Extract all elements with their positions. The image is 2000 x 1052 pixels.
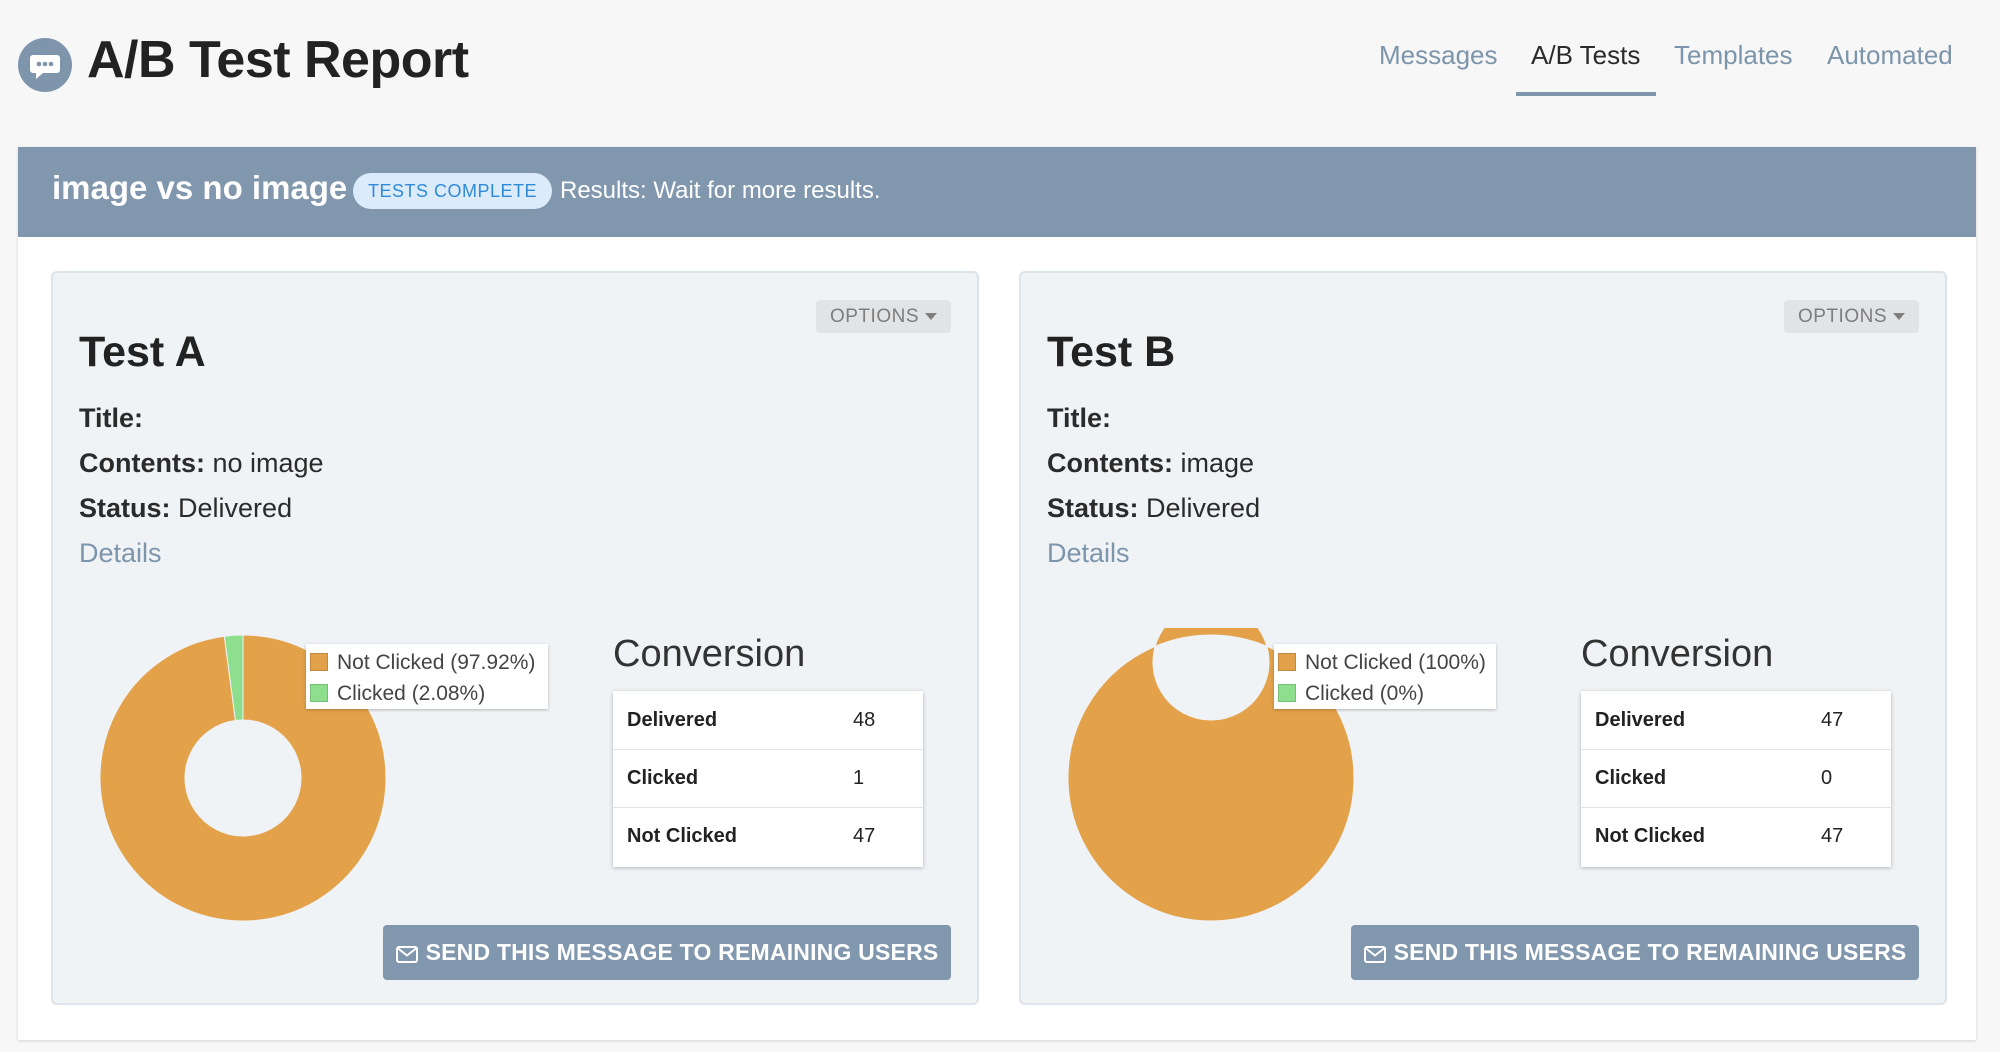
contents-label: Contents: bbox=[1047, 448, 1173, 478]
nav-messages[interactable]: Messages bbox=[1379, 40, 1498, 70]
caret-down-icon bbox=[925, 313, 937, 321]
legend-swatch bbox=[1278, 684, 1296, 702]
row-value: 1 bbox=[853, 767, 865, 789]
contents-label: Contents: bbox=[79, 448, 205, 478]
row-value: 47 bbox=[853, 825, 876, 847]
table-row: Delivered 47 bbox=[1581, 691, 1891, 750]
nav-templates[interactable]: Templates bbox=[1674, 40, 1793, 70]
table-row: Delivered 48 bbox=[613, 691, 923, 750]
test-name: image vs no image bbox=[52, 169, 348, 206]
variant-title: Test A bbox=[79, 328, 206, 376]
legend-item-not-clicked: Not Clicked (100%) bbox=[1278, 651, 1486, 674]
envelope-icon bbox=[395, 946, 418, 963]
variant-card-a: OPTIONS Test A Title: Contents: no image… bbox=[51, 271, 979, 1005]
row-value: 0 bbox=[1821, 767, 1833, 789]
conversion-table: Delivered 48 Clicked 1 Not Clicked 47 bbox=[613, 691, 923, 867]
contents-field: Contents: image bbox=[1047, 448, 1254, 479]
ab-test-panel: image vs no image TESTS COMPLETE Results… bbox=[18, 147, 1976, 1040]
options-button[interactable]: OPTIONS bbox=[816, 300, 951, 333]
send-to-remaining-button[interactable]: SEND THIS MESSAGE TO REMAINING USERS bbox=[383, 925, 951, 980]
row-label: Clicked bbox=[1595, 767, 1667, 789]
legend-label: Not Clicked (100%) bbox=[1305, 651, 1486, 674]
table-row: Clicked 0 bbox=[1581, 749, 1891, 808]
title-field: Title: bbox=[1047, 403, 1111, 434]
details-link[interactable]: Details bbox=[79, 538, 162, 568]
active-tab-indicator bbox=[1516, 92, 1656, 96]
legend-swatch bbox=[310, 653, 328, 671]
options-label: OPTIONS bbox=[829, 306, 919, 327]
test-banner: image vs no image TESTS COMPLETE Results… bbox=[18, 147, 1976, 237]
page-title: A/B Test Report bbox=[87, 31, 469, 89]
row-label: Clicked bbox=[627, 767, 699, 789]
row-label: Delivered bbox=[1595, 709, 1686, 731]
row-label: Not Clicked bbox=[1595, 825, 1706, 847]
caret-down-icon bbox=[1893, 313, 1905, 321]
chart-legend: Not Clicked (97.92%) Clicked (2.08%) bbox=[306, 644, 548, 709]
conversion-title: Conversion bbox=[613, 633, 806, 675]
send-to-remaining-button[interactable]: SEND THIS MESSAGE TO REMAINING USERS bbox=[1351, 925, 1919, 980]
contents-value: no image bbox=[212, 448, 324, 478]
send-label: SEND THIS MESSAGE TO REMAINING USERS bbox=[425, 939, 939, 965]
status-label: Status: bbox=[79, 493, 171, 523]
chart-legend: Not Clicked (100%) Clicked (0%) bbox=[1274, 644, 1496, 709]
contents-value: image bbox=[1180, 448, 1255, 478]
legend-item-clicked: Clicked (0%) bbox=[1278, 682, 1425, 705]
variant-card-b: OPTIONS Test B Title: Contents: image St… bbox=[1019, 271, 1947, 1005]
variant-title: Test B bbox=[1047, 328, 1176, 376]
conversion-title: Conversion bbox=[1581, 633, 1774, 675]
row-value: 48 bbox=[853, 709, 876, 731]
nav-ab-tests[interactable]: A/B Tests bbox=[1531, 40, 1641, 70]
legend-swatch bbox=[310, 684, 328, 702]
title-field: Title: bbox=[79, 403, 143, 434]
title-label: Title: bbox=[79, 403, 144, 433]
envelope-icon bbox=[1363, 946, 1386, 963]
status-label: Status: bbox=[1047, 493, 1139, 523]
row-value: 47 bbox=[1821, 825, 1844, 847]
row-value: 47 bbox=[1821, 709, 1844, 731]
legend-label: Clicked (0%) bbox=[1305, 682, 1425, 705]
status-field: Status: Delivered bbox=[79, 493, 292, 524]
chat-bubble-icon bbox=[18, 38, 72, 92]
nav-automated[interactable]: Automated bbox=[1827, 40, 1953, 70]
legend-item-not-clicked: Not Clicked (97.92%) bbox=[310, 651, 536, 674]
status-field: Status: Delivered bbox=[1047, 493, 1260, 524]
status-value: Delivered bbox=[1146, 493, 1261, 523]
contents-field: Contents: no image bbox=[79, 448, 324, 479]
options-button[interactable]: OPTIONS bbox=[1784, 300, 1919, 333]
row-label: Delivered bbox=[627, 709, 718, 731]
row-label: Not Clicked bbox=[627, 825, 738, 847]
conversion-table: Delivered 47 Clicked 0 Not Clicked 47 bbox=[1581, 691, 1891, 867]
legend-label: Clicked (2.08%) bbox=[337, 682, 486, 705]
options-label: OPTIONS bbox=[1797, 306, 1887, 327]
page-header: A/B Test Report Messages A/B Tests Templ… bbox=[0, 0, 2000, 140]
legend-swatch bbox=[1278, 653, 1296, 671]
title-label: Title: bbox=[1047, 403, 1112, 433]
status-badge: TESTS COMPLETE bbox=[353, 173, 553, 209]
table-row: Clicked 1 bbox=[613, 749, 923, 808]
legend-label: Not Clicked (97.92%) bbox=[337, 651, 536, 674]
legend-item-clicked: Clicked (2.08%) bbox=[310, 682, 486, 705]
status-value: Delivered bbox=[178, 493, 293, 523]
table-row: Not Clicked 47 bbox=[613, 807, 923, 865]
donut-slice-clicked bbox=[223, 634, 244, 722]
send-label: SEND THIS MESSAGE TO REMAINING USERS bbox=[1393, 939, 1907, 965]
details-link[interactable]: Details bbox=[1047, 538, 1130, 568]
table-row: Not Clicked 47 bbox=[1581, 807, 1891, 865]
results-text: Results: Wait for more results. bbox=[560, 177, 881, 204]
